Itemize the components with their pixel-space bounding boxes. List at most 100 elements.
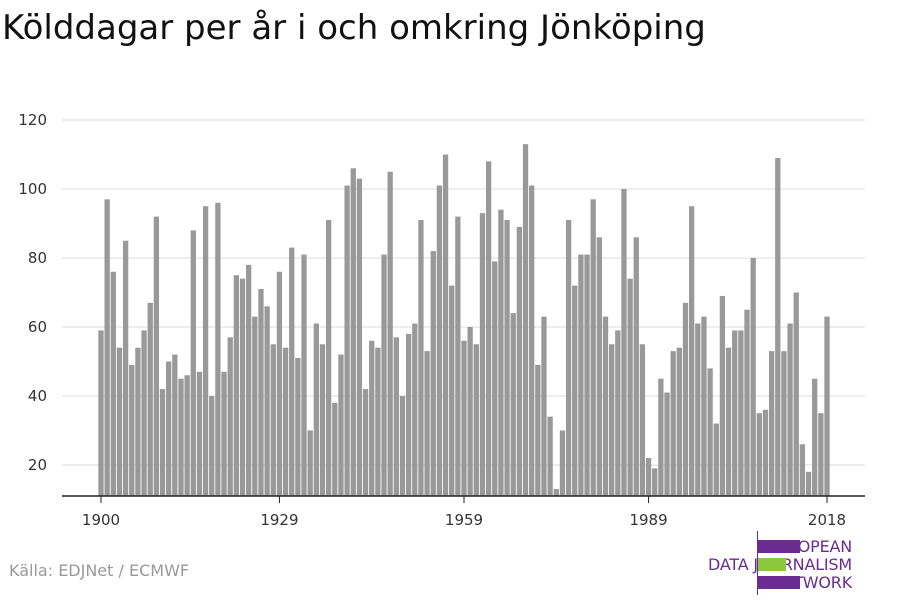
bar-1952 — [418, 220, 423, 496]
bar-1944 — [369, 341, 374, 496]
logo-bar-purple-top — [758, 540, 800, 553]
bar-1980 — [591, 199, 596, 496]
bar-1926 — [258, 289, 263, 496]
bar-1963 — [486, 161, 491, 496]
bar-1976 — [566, 220, 571, 496]
y-tick-40: 40 — [28, 387, 47, 405]
bar-1928 — [271, 344, 276, 496]
bar-2016 — [812, 379, 817, 496]
bar-1950 — [406, 334, 411, 496]
bar-2007 — [757, 413, 762, 496]
bar-1906 — [135, 348, 140, 496]
bar-2008 — [763, 410, 768, 496]
bar-1937 — [326, 220, 331, 496]
bar-2013 — [794, 292, 799, 496]
x-tick-1929: 1929 — [260, 511, 298, 529]
bar-1939 — [338, 355, 343, 496]
bar-1968 — [517, 227, 522, 496]
bar-1962 — [480, 213, 485, 496]
bar-1998 — [701, 317, 706, 496]
bar-1942 — [357, 179, 362, 496]
bar-1904 — [123, 241, 128, 496]
bar-1988 — [640, 344, 645, 496]
bar-1974 — [554, 489, 559, 496]
bar-1981 — [597, 237, 602, 496]
bar-2015 — [806, 472, 811, 496]
bar-1940 — [344, 186, 349, 496]
bar-1930 — [283, 348, 288, 496]
bar-1990 — [652, 468, 657, 496]
bar-1986 — [627, 279, 632, 496]
x-tick-labels: 1900 1929 1959 1989 2018 — [82, 496, 846, 529]
bar-1979 — [584, 255, 589, 496]
bar-1953 — [424, 351, 429, 496]
bar-1918 — [209, 396, 214, 496]
bar-1949 — [400, 396, 405, 496]
bar-1901 — [105, 199, 110, 496]
bar-1955 — [437, 186, 442, 496]
bar-1907 — [141, 330, 146, 496]
bar-1967 — [511, 313, 516, 496]
bar-2018 — [824, 317, 829, 496]
bar-1900 — [98, 330, 103, 496]
bar-1933 — [301, 255, 306, 496]
bar-1927 — [264, 306, 269, 496]
bar-2006 — [751, 258, 756, 496]
bar-1913 — [178, 379, 183, 496]
bar-1929 — [277, 272, 282, 496]
bar-1999 — [707, 368, 712, 496]
bar-2005 — [744, 310, 749, 496]
bar-1956 — [443, 154, 448, 496]
bar-1931 — [289, 248, 294, 496]
bar-1923 — [240, 279, 245, 496]
x-tick-1989: 1989 — [629, 511, 667, 529]
bar-1902 — [111, 272, 116, 496]
bar-1924 — [246, 265, 251, 496]
bar-1943 — [363, 389, 368, 496]
bars — [98, 144, 829, 496]
bar-2009 — [769, 351, 774, 496]
bar-1991 — [658, 379, 663, 496]
bar-1987 — [634, 237, 639, 496]
bar-1908 — [148, 303, 153, 496]
bar-1912 — [172, 355, 177, 496]
bar-1941 — [351, 168, 356, 496]
bar-1909 — [154, 217, 159, 496]
bar-1948 — [394, 337, 399, 496]
y-tick-labels: 20 40 60 80 100 120 — [18, 111, 47, 474]
bar-1914 — [184, 375, 189, 496]
bar-2003 — [732, 330, 737, 496]
bar-1921 — [228, 337, 233, 496]
bar-1920 — [221, 372, 226, 496]
bar-1922 — [234, 275, 239, 496]
bar-1935 — [314, 324, 319, 496]
y-tick-60: 60 — [28, 318, 47, 336]
source-note: Källa: EDJNet / ECMWF — [9, 561, 189, 580]
bar-1989 — [646, 458, 651, 496]
edjnet-logo: EUROPEAN DATA JOURNALISM NETWORK — [710, 531, 900, 595]
bar-1993 — [671, 351, 676, 496]
bar-1919 — [215, 203, 220, 496]
logo-bar-green — [758, 558, 786, 571]
bar-1977 — [572, 286, 577, 496]
y-tick-120: 120 — [18, 111, 47, 129]
bar-2002 — [726, 348, 731, 496]
bar-1965 — [498, 210, 503, 496]
y-tick-20: 20 — [28, 456, 47, 474]
bar-1925 — [252, 317, 257, 496]
bar-2004 — [738, 330, 743, 496]
bar-2017 — [818, 413, 823, 496]
bar-1975 — [560, 430, 565, 496]
bar-1997 — [695, 324, 700, 496]
bar-1910 — [160, 389, 165, 496]
bar-1978 — [578, 255, 583, 496]
bar-1916 — [197, 372, 202, 496]
bar-1938 — [332, 403, 337, 496]
x-tick-1959: 1959 — [445, 511, 483, 529]
bar-1959 — [461, 341, 466, 496]
y-tick-100: 100 — [18, 180, 47, 198]
bar-1954 — [431, 251, 436, 496]
bar-1951 — [412, 324, 417, 496]
bar-1932 — [295, 358, 300, 496]
